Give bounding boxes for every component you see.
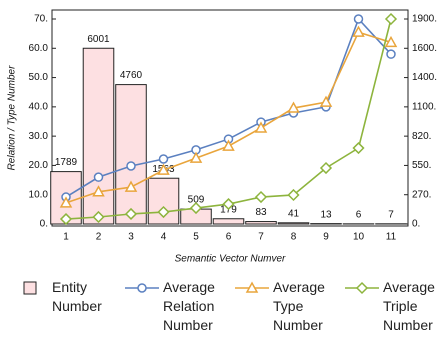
x-tick-label: 3 [128,232,134,243]
legend-item: Average Relation Number [125,278,215,333]
line-point [157,163,170,175]
y2-tick-label: 270. [412,189,431,200]
legend-marker [137,283,147,293]
x-tick-label: 2 [96,232,102,243]
plot-frame [51,9,409,227]
line-point [189,201,203,215]
bar-value-label: 509 [188,195,205,206]
y2-tick-label: 1600. [412,43,437,54]
legend-icon [125,283,159,293]
bar-value-label: 13 [320,209,332,220]
line-point [222,139,235,151]
x-tick-label: 6 [226,232,232,243]
y-axis-label: Relation / Type Number [7,65,18,171]
line-point [92,185,105,197]
x-tick-label: 7 [258,232,264,243]
y2-tick-label: 1100. [412,101,436,112]
x-tick-label: 1 [63,232,69,243]
line-point [59,196,73,208]
line-point [157,205,170,219]
line-point [386,49,396,59]
line-point [92,210,105,224]
bar-value-label: 6 [356,209,362,220]
bar-value-label: 83 [255,207,267,218]
y2-tick-label: 0. [412,219,420,230]
legend-label: Average Relation Number [163,279,215,333]
line-point [287,101,300,113]
bar-value-label: 6001 [87,34,110,45]
legend-swatch [23,281,37,295]
bar [212,218,245,225]
x-axis-label: Semantic Vector Numver [175,254,286,265]
x-tick-label: 5 [193,232,199,243]
legend-icon [235,281,269,293]
legend: Entity Number Average Relation Number Aver… [0,272,440,341]
bar-value-label: 1789 [55,157,78,168]
y-tick-label: 20.0 [29,160,49,171]
bar-value-label: 7 [388,209,394,220]
line-point [319,161,333,175]
legend-label: Average Type Number [273,279,325,333]
line-point [124,207,138,221]
chart: Relation / Type Number Semantic Vector N… [7,9,437,265]
line-point [287,188,300,202]
x-tick-label: 4 [161,232,167,243]
x-tick-label: 9 [323,232,329,243]
bar [245,221,277,225]
y-tick-label: 0. [40,219,48,230]
legend-item: Entity Number [22,278,102,314]
line-point [93,172,104,182]
x-tick-label: 11 [386,232,397,243]
bar [82,47,115,225]
bar-value-label: 4760 [120,70,143,81]
legend-marker [245,281,259,293]
legend-icon [345,281,379,295]
legend-item: Average Type Number [235,278,325,333]
y-tick-label: 40.0 [29,101,49,112]
line-point [254,190,268,204]
bar-value-label: 41 [288,208,300,219]
line-point [352,141,365,155]
line-point [254,121,268,133]
bar-value-label: 179 [220,204,237,215]
line [65,31,392,204]
y2-tick-label: 820. [412,131,431,142]
y-tick-label: 60.0 [29,43,49,54]
bar [115,84,147,225]
legend-item: Average Triple Number [345,278,435,333]
line-point [158,154,169,164]
line-point [353,14,364,24]
y2-tick-label: 1900. [412,14,437,25]
y-tick-label: 70. [34,14,48,25]
line-point [319,95,333,107]
x-tick-label: 10 [353,232,365,243]
line [65,17,392,198]
line-point [59,212,73,226]
y2-tick-label: 550. [412,160,431,171]
line-point [384,12,398,26]
y-tick-label: 10.0 [29,189,49,200]
line-point [189,151,203,163]
legend-marker [355,281,369,295]
x-tick-label: 8 [291,232,297,243]
y2-tick-label: 1400. [412,72,437,83]
line-point [384,35,398,48]
line-point [222,197,235,211]
legend-label: Average Triple Number [383,279,435,333]
legend-icon [23,281,37,295]
line-point [124,180,138,192]
line-point [126,161,136,171]
y-tick-label: 30.0 [29,131,49,142]
bar [277,222,310,225]
y-tick-label: 50.0 [29,72,49,83]
legend-label: Entity Number [52,279,102,314]
line-point [352,25,365,37]
